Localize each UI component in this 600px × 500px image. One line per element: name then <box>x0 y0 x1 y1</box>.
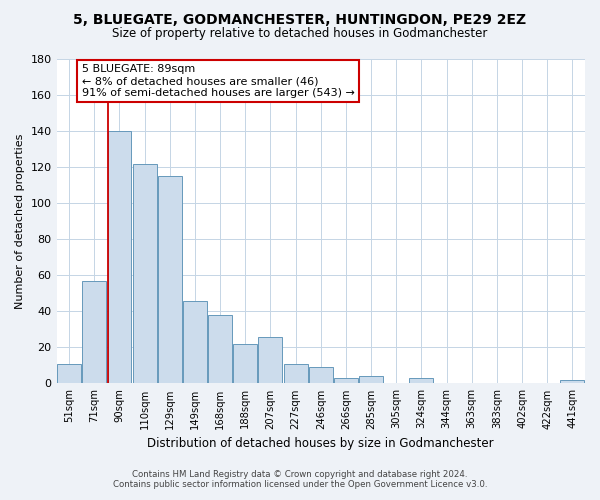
Y-axis label: Number of detached properties: Number of detached properties <box>15 134 25 309</box>
X-axis label: Distribution of detached houses by size in Godmanchester: Distribution of detached houses by size … <box>148 437 494 450</box>
Bar <box>309 367 333 384</box>
Bar <box>560 380 584 384</box>
Bar <box>107 131 131 384</box>
Text: 5 BLUEGATE: 89sqm
← 8% of detached houses are smaller (46)
91% of semi-detached : 5 BLUEGATE: 89sqm ← 8% of detached house… <box>82 64 355 98</box>
Text: Contains HM Land Registry data © Crown copyright and database right 2024.
Contai: Contains HM Land Registry data © Crown c… <box>113 470 487 489</box>
Bar <box>133 164 157 384</box>
Bar <box>183 300 207 384</box>
Bar <box>208 315 232 384</box>
Text: Size of property relative to detached houses in Godmanchester: Size of property relative to detached ho… <box>112 28 488 40</box>
Bar <box>259 336 283 384</box>
Bar <box>82 280 106 384</box>
Bar <box>284 364 308 384</box>
Bar <box>409 378 433 384</box>
Bar <box>334 378 358 384</box>
Bar <box>158 176 182 384</box>
Bar <box>359 376 383 384</box>
Bar <box>57 364 81 384</box>
Bar <box>233 344 257 384</box>
Text: 5, BLUEGATE, GODMANCHESTER, HUNTINGDON, PE29 2EZ: 5, BLUEGATE, GODMANCHESTER, HUNTINGDON, … <box>73 12 527 26</box>
